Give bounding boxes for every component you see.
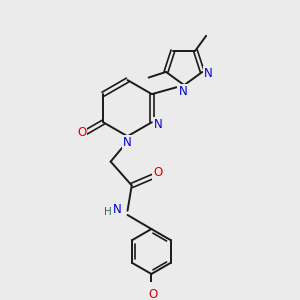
Text: O: O xyxy=(77,126,86,139)
Text: N: N xyxy=(178,85,187,98)
Text: N: N xyxy=(204,67,213,80)
Text: O: O xyxy=(148,288,157,300)
Text: N: N xyxy=(123,136,131,149)
Text: N: N xyxy=(112,203,121,216)
Text: N: N xyxy=(154,118,162,131)
Text: H: H xyxy=(104,207,112,217)
Text: O: O xyxy=(153,166,162,179)
